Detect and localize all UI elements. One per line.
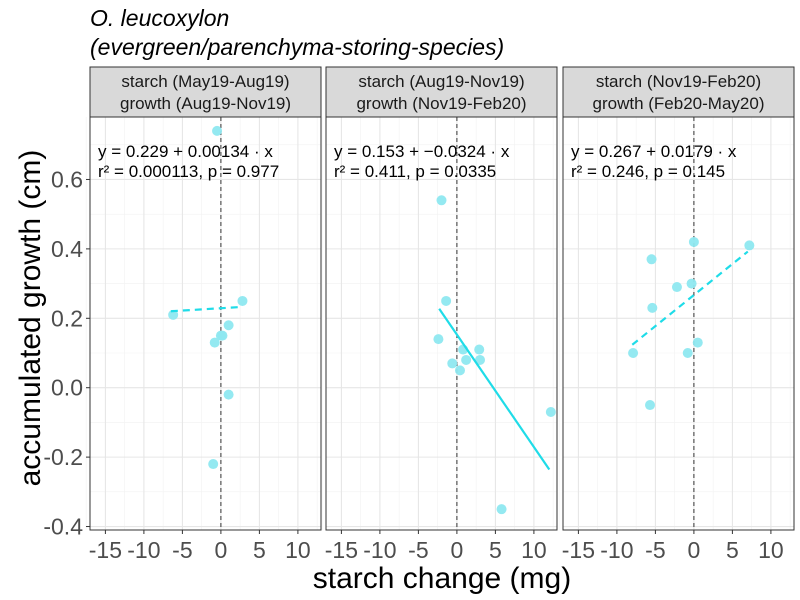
x-tick-label: -10: [127, 537, 160, 563]
y-tick-label: -0.4: [43, 514, 83, 540]
y-tick-label: 0.2: [51, 305, 83, 331]
panel-background: [90, 117, 321, 530]
data-point: [461, 354, 472, 365]
x-tick-label: -5: [172, 537, 192, 563]
regression-stats: r² = 0.000113, p = 0.977: [98, 162, 279, 181]
x-tick-label: 0: [451, 537, 464, 563]
data-point: [686, 278, 697, 289]
data-point: [645, 400, 656, 411]
x-tick-label: 10: [521, 537, 547, 563]
chart-subtitle: (evergreen/parenchyma-storing-species): [90, 34, 505, 60]
facet-strip: [89, 66, 322, 118]
data-point: [223, 320, 234, 331]
panel-background: [326, 117, 557, 530]
y-tick-label: -0.2: [43, 444, 83, 470]
data-point: [441, 295, 452, 306]
data-point: [692, 337, 703, 348]
data-point: [475, 354, 485, 365]
data-point: [168, 309, 179, 320]
strip-label-growth: growth (Nov19-Feb20): [356, 94, 526, 113]
data-point: [212, 125, 223, 136]
x-tick-label: 5: [726, 537, 739, 563]
data-point: [688, 236, 699, 247]
y-axis: -0.4 -0.2 0.0 0.2 0.4 0.6: [43, 166, 90, 540]
data-point: [208, 459, 219, 470]
data-point: [454, 365, 465, 376]
y-tick-label: 0.6: [51, 166, 83, 192]
panel-background: [563, 117, 794, 530]
chart-title: O. leucoxylon: [90, 5, 230, 31]
facet-panel-3: y = 0.267 + 0.0179 · xr² = 0.246, p = 0.…: [558, 66, 795, 563]
data-point: [215, 330, 226, 341]
strip-label-growth: growth (Feb20-May20): [593, 94, 765, 113]
regression-equation: y = 0.229 + 0.00134 · x: [98, 142, 273, 161]
x-tick-label: 0: [688, 537, 701, 563]
strip-label-starch: starch (Nov19-Feb20): [596, 72, 761, 91]
data-point: [436, 195, 447, 206]
strip-label-starch: starch (May19-Aug19): [121, 72, 289, 91]
data-point: [474, 344, 485, 355]
x-tick-label: -10: [363, 537, 396, 563]
data-point: [447, 358, 458, 369]
data-point: [628, 348, 639, 358]
x-tick-label: 0: [215, 537, 228, 563]
facet-panel-1: y = 0.229 + 0.00134 · xr² = 0.000113, p …: [85, 66, 322, 563]
strip-label-growth: growth (Aug19-Nov19): [120, 94, 291, 113]
x-tick-label: -15: [325, 537, 358, 563]
strip-label-starch: starch (Aug19-Nov19): [358, 72, 524, 91]
data-point: [223, 389, 234, 400]
regression-stats: r² = 0.246, p = 0.145: [571, 162, 725, 181]
regression-equation: y = 0.267 + 0.0179 · x: [571, 142, 737, 161]
facet-strip: [562, 66, 795, 118]
x-tick-label: -5: [408, 537, 428, 563]
data-point: [647, 302, 658, 313]
data-point: [671, 282, 682, 293]
y-tick-label: 0.0: [51, 375, 83, 401]
panels-layer: y = 0.229 + 0.00134 · xr² = 0.000113, p …: [85, 66, 795, 563]
x-tick-label: -5: [645, 537, 665, 563]
x-tick-label: 5: [489, 537, 502, 563]
x-tick-label: -10: [600, 537, 633, 563]
y-axis-title: accumulated growth (cm): [14, 150, 47, 487]
x-tick-label: -15: [562, 537, 595, 563]
x-axis-title: starch change (mg): [313, 562, 571, 595]
regression-line: [631, 250, 749, 346]
x-tick-label: 5: [253, 537, 266, 563]
data-point: [646, 254, 657, 265]
x-tick-label: 10: [285, 537, 311, 563]
data-point: [545, 407, 556, 417]
x-tick-label: 10: [758, 537, 784, 563]
data-point: [496, 504, 507, 515]
data-point: [744, 240, 755, 251]
data-point: [237, 295, 248, 306]
facet-panel-2: y = 0.153 + −0.0324 · xr² = 0.411, p = 0…: [321, 66, 558, 563]
data-point: [682, 348, 693, 358]
regression-equation: y = 0.153 + −0.0324 · x: [334, 142, 510, 161]
x-tick-label: -15: [89, 537, 122, 563]
regression-stats: r² = 0.411, p = 0.0335: [334, 162, 496, 181]
y-tick-label: 0.4: [51, 236, 83, 262]
data-point: [433, 334, 444, 345]
facet-strip: [325, 66, 558, 118]
data-point: [209, 337, 220, 348]
regression-line: [438, 308, 551, 471]
